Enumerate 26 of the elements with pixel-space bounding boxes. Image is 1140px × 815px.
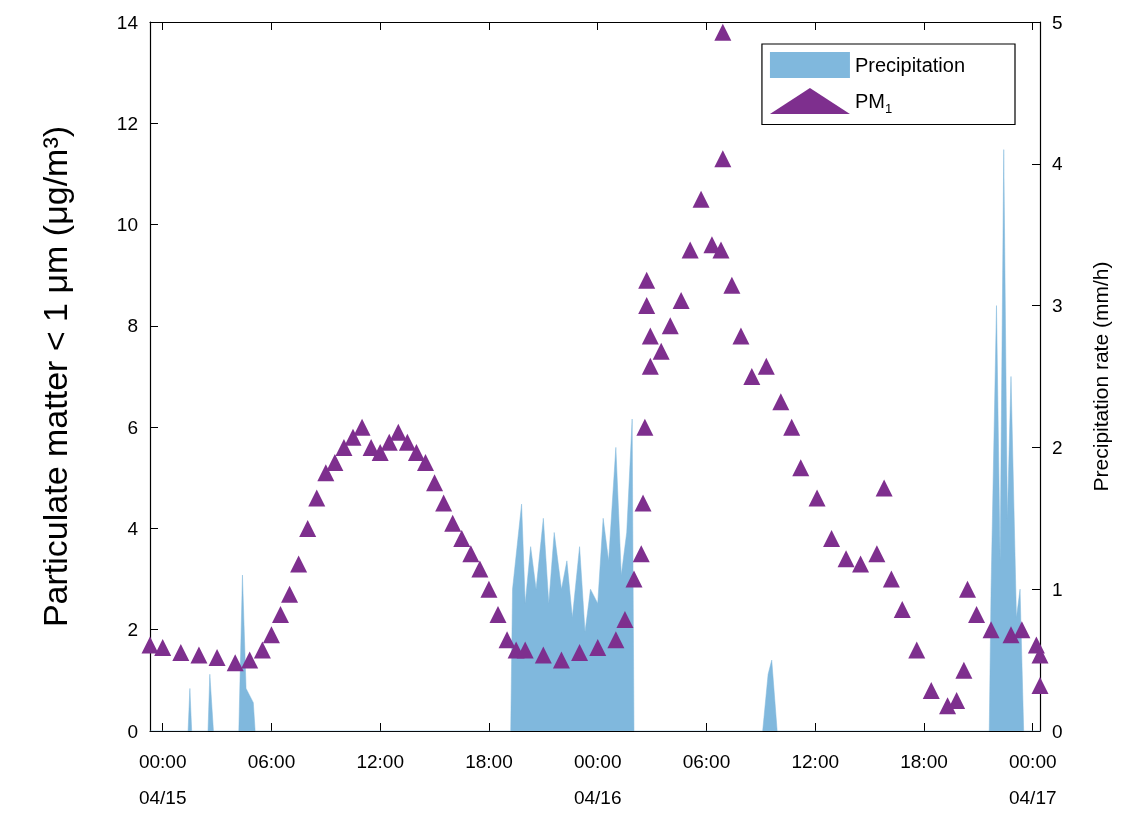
x-tick-label: 18:00 [465,750,513,772]
y-tick-label: 6 [127,416,138,438]
y-tick-label: 14 [116,11,139,33]
y-tick-label: 0 [127,720,138,742]
legend-label: Precipitation [854,54,965,76]
y2-tick-label: 2 [1052,436,1063,458]
x-tick-label: 00:00 04/17 [1008,750,1057,808]
y2-tick-label: 4 [1052,153,1063,175]
y-tick-label: 8 [127,315,138,337]
x-tick-label: 00:00 04/16 [573,750,622,808]
y2-tick-label: 0 [1052,720,1063,742]
y-axis-title: Particulate matter < 1 μm (μg/m³) [36,125,74,628]
y2-tick-label: 1 [1052,578,1063,600]
y2-axis-title: Precipitation rate (mm/h) [1089,261,1112,492]
x-tick-label: 12:00 [356,750,404,772]
y-tick-label: 12 [116,112,138,134]
x-tick-label: 00:00 04/15 [138,750,187,808]
x-tick-label: 12:00 [791,750,840,772]
y-tick-label: 10 [116,214,138,236]
x-tick-label: 06:00 [682,750,731,772]
y-tick-label: 4 [127,517,139,539]
y2-tick-label: 3 [1052,295,1063,317]
y-tick-label: 2 [127,619,138,641]
y2-tick-label: 5 [1052,11,1063,33]
x-tick-label: 06:00 [247,750,296,772]
x-tick-label: 18:00 [900,750,948,772]
